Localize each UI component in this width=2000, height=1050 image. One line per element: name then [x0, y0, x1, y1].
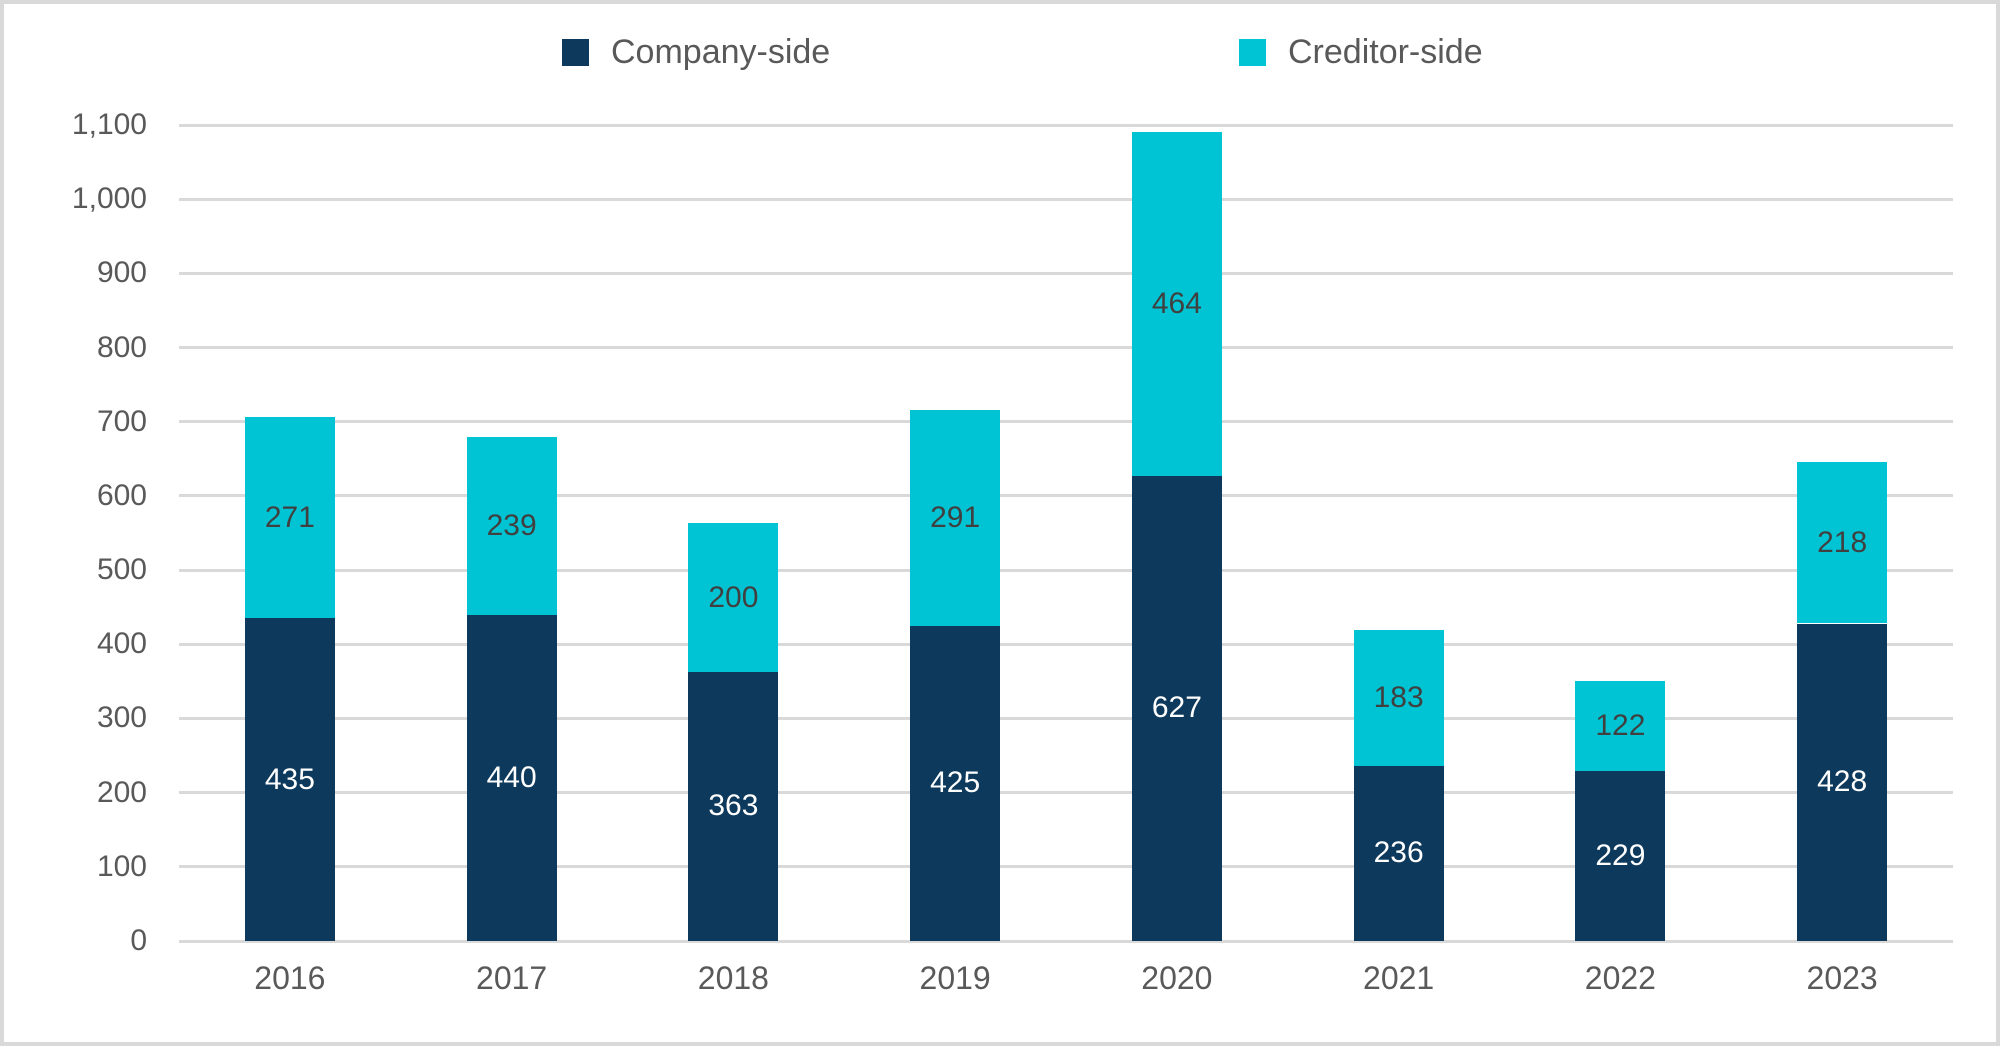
bar-segment-creditor-side-2017[interactable]: [466, 437, 557, 615]
y-tick-label: 900: [96, 256, 147, 290]
x-tick-label: 2019: [919, 960, 991, 996]
gridline: [179, 865, 1953, 869]
y-tick-label: 800: [96, 330, 147, 364]
bar-segment-creditor-side-2016[interactable]: [244, 417, 335, 619]
gridline: [179, 568, 1953, 572]
gridline: [179, 271, 1953, 275]
bar-segment-company-side-2016[interactable]: [244, 618, 335, 941]
bar-segment-creditor-side-2022[interactable]: [1575, 680, 1666, 772]
x-tick-label: 2017: [476, 960, 548, 996]
y-tick-label: 700: [96, 404, 147, 438]
bar-segment-creditor-side-2023[interactable]: [1797, 461, 1888, 624]
bar-segment-company-side-2022[interactable]: [1575, 771, 1666, 941]
legend-label-company-side: Company-side: [611, 32, 831, 71]
y-tick-label: 1,100: [71, 108, 147, 141]
bar-value-label: 440: [486, 760, 537, 794]
bar-segment-creditor-side-2021[interactable]: [1353, 630, 1444, 766]
gridline: [179, 939, 1953, 943]
bar-segment-creditor-side-2019[interactable]: [910, 409, 1001, 626]
bar-segment-creditor-side-2018[interactable]: [688, 523, 779, 672]
company-side-swatch-icon: [562, 38, 589, 66]
legend-item-creditor-side[interactable]: Creditor-side: [1239, 30, 1483, 74]
legend-item-company-side[interactable]: Company-side: [562, 30, 830, 74]
bar-segment-company-side-2021[interactable]: [1353, 765, 1444, 941]
gridline: [179, 197, 1953, 201]
bar-value-label: 229: [1595, 839, 1646, 873]
bar-segment-creditor-side-2020[interactable]: [1131, 131, 1222, 476]
bar-value-label: 435: [264, 762, 315, 796]
y-tick-label: 1,000: [71, 182, 147, 216]
y-tick-label: 0: [130, 924, 147, 957]
bar-value-label: 363: [708, 789, 759, 823]
y-tick-label: 600: [96, 478, 147, 512]
x-tick-label: 2023: [1806, 960, 1878, 996]
bar-value-label: 464: [1151, 286, 1202, 320]
y-tick-label: 500: [96, 553, 147, 587]
legend-label-creditor-side: Creditor-side: [1288, 32, 1483, 71]
bar-segment-company-side-2023[interactable]: [1797, 623, 1888, 941]
bar-value-label: 428: [1817, 765, 1868, 799]
gridline: [179, 420, 1953, 424]
bar-value-label: 291: [930, 500, 981, 534]
bar-segment-company-side-2017[interactable]: [466, 614, 557, 941]
bar-segment-company-side-2020[interactable]: [1131, 475, 1222, 941]
x-tick-label: 2022: [1584, 960, 1656, 996]
gridline: [179, 716, 1953, 720]
gridline: [179, 494, 1953, 498]
gridline: [179, 791, 1953, 795]
gridline: [179, 123, 1953, 127]
bar-segment-company-side-2018[interactable]: [688, 671, 779, 941]
bar-value-label: 183: [1373, 681, 1424, 715]
bar-value-label: 200: [708, 580, 759, 614]
bar-value-label: 239: [486, 508, 537, 542]
gridline: [179, 346, 1953, 350]
bar-value-label: 271: [264, 500, 315, 534]
bar-value-label: 425: [930, 766, 981, 800]
x-tick-label: 2016: [254, 960, 326, 996]
bar-value-label: 236: [1373, 836, 1424, 870]
gridline: [179, 642, 1953, 646]
bar-value-label: 627: [1151, 691, 1202, 725]
y-tick-label: 100: [96, 849, 147, 883]
bar-segment-company-side-2019[interactable]: [910, 625, 1001, 941]
y-tick-label: 200: [96, 775, 147, 809]
bar-value-label: 218: [1817, 525, 1868, 559]
plot-area: 0 100 200 300 400 500 600 700 800 900 1,000 1,100 43…: [4, 4, 2000, 1050]
y-tick-label: 300: [96, 701, 147, 735]
y-tick-label: 400: [96, 627, 147, 661]
creditor-side-swatch-icon: [1239, 38, 1266, 66]
x-tick-label: 2020: [1141, 960, 1213, 996]
x-tick-label: 2018: [697, 960, 769, 996]
bar-value-label: 122: [1595, 708, 1646, 742]
x-tick-label: 2021: [1363, 960, 1435, 996]
